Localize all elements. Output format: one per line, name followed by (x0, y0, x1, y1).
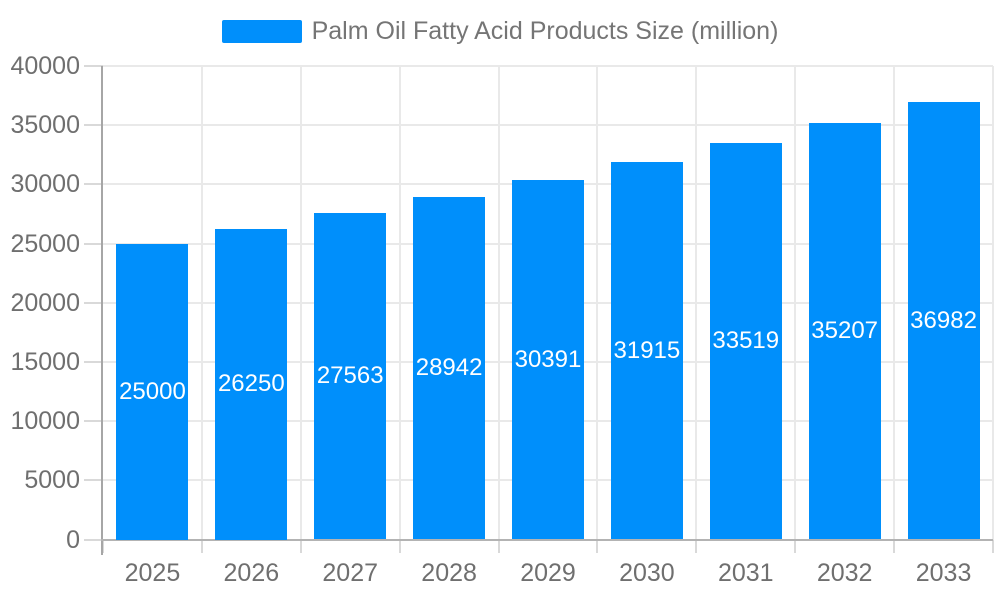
x-axis-tick (398, 539, 401, 553)
v-gridline (992, 66, 994, 540)
y-axis-tick (84, 183, 103, 186)
v-gridline (893, 66, 896, 540)
y-axis-tick (84, 479, 103, 482)
v-gridline (497, 66, 500, 540)
bar-2032[interactable] (808, 122, 881, 540)
v-gridline (794, 66, 797, 540)
x-axis-tick (299, 539, 302, 553)
y-axis-tick (84, 301, 103, 304)
y-axis-label: 15000 (10, 347, 80, 376)
x-axis-label: 2027 (322, 559, 379, 587)
y-axis-tick (84, 242, 103, 245)
x-axis-tick (695, 539, 698, 553)
legend-item[interactable]: Palm Oil Fatty Acid Products Size (milli… (0, 14, 1000, 48)
x-axis-tick (102, 539, 104, 553)
bar-2026[interactable] (215, 228, 288, 540)
h-gridline (103, 65, 993, 67)
bar-2025[interactable] (116, 243, 189, 540)
v-gridline (695, 66, 698, 540)
y-axis-tick (84, 420, 103, 423)
bar-2031[interactable] (709, 142, 782, 540)
y-axis-label: 40000 (10, 52, 80, 80)
y-axis-line (101, 66, 103, 555)
x-axis-label: 2030 (619, 559, 675, 587)
x-axis-label: 2029 (520, 559, 576, 587)
y-axis-label: 10000 (10, 407, 80, 436)
y-axis-label: 0 (66, 525, 80, 554)
x-axis-tick (794, 539, 797, 553)
y-axis-tick (84, 538, 103, 541)
v-gridline (299, 66, 302, 540)
legend-swatch (221, 19, 302, 43)
x-axis-tick (992, 539, 994, 553)
v-gridline (200, 66, 203, 540)
v-gridline (596, 66, 599, 540)
x-axis-label: 2031 (717, 559, 774, 587)
legend-label: Palm Oil Fatty Acid Products Size (milli… (311, 16, 779, 45)
y-axis-tick (84, 360, 103, 363)
x-axis-label: 2026 (223, 559, 280, 587)
y-axis-label: 25000 (10, 229, 80, 258)
x-axis-label: 2032 (816, 559, 873, 587)
x-axis-label: 2033 (915, 559, 972, 587)
bar-2027[interactable] (314, 213, 387, 540)
x-axis-tick (893, 539, 896, 553)
x-axis-tick (200, 539, 203, 553)
bar-2030[interactable] (610, 161, 683, 540)
bar-2028[interactable] (413, 196, 486, 540)
x-axis-tick (596, 539, 599, 553)
y-axis-tick (84, 65, 103, 67)
bar-2029[interactable] (512, 179, 584, 540)
y-axis-label: 30000 (10, 170, 80, 199)
y-axis-tick (84, 124, 103, 127)
x-axis-line (101, 538, 993, 541)
bar-2033[interactable] (907, 101, 980, 540)
h-gridline (103, 124, 993, 127)
y-axis-label: 35000 (10, 111, 80, 140)
v-gridline (398, 66, 401, 540)
y-axis-label: 20000 (10, 288, 80, 317)
x-axis-tick (497, 539, 500, 553)
y-axis-label: 5000 (24, 466, 80, 495)
x-axis-label: 2025 (124, 559, 181, 587)
x-axis-label: 2028 (421, 559, 477, 587)
